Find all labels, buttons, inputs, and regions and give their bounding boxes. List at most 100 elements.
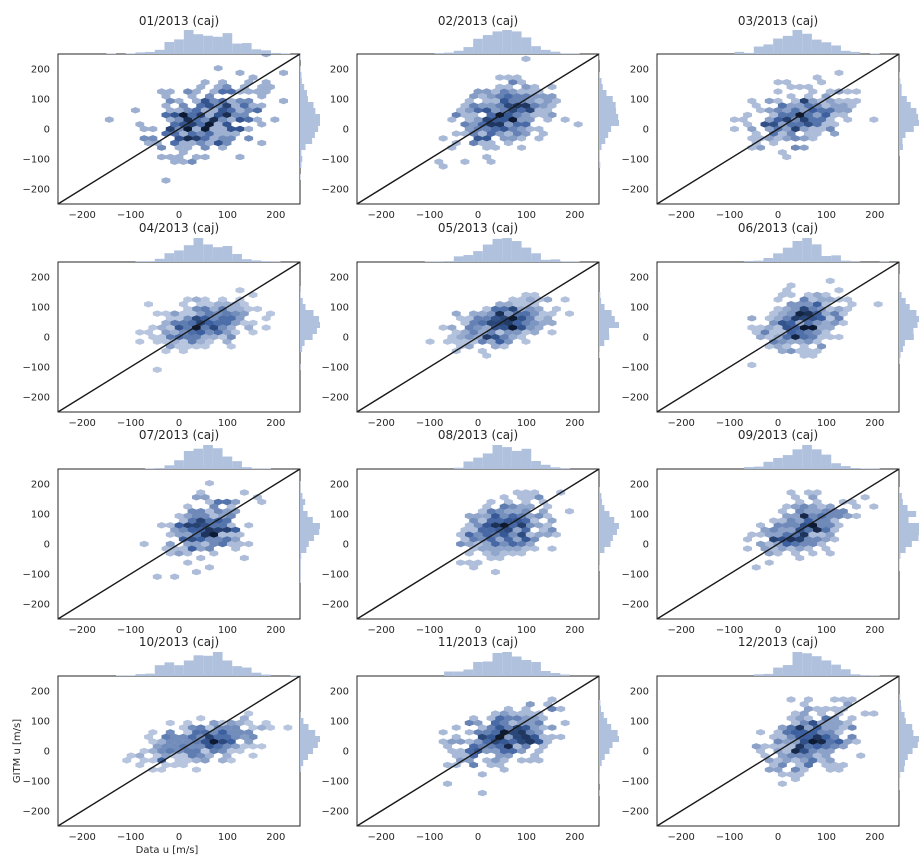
hexbin-cell	[222, 338, 232, 345]
hexbin-cell	[547, 83, 557, 91]
hexbin-cell	[777, 545, 787, 552]
hexbin-cell	[469, 715, 479, 722]
hexbin-cell	[477, 733, 487, 741]
marginal-bar	[899, 523, 919, 529]
hexbin-cell	[525, 97, 535, 105]
marginal-bar	[599, 340, 605, 346]
hexbin-cell	[786, 93, 796, 100]
marginal-bar	[300, 511, 308, 517]
hexbin-cell	[469, 536, 479, 543]
hexbin-cell	[491, 88, 500, 95]
hexbin-cell	[477, 508, 487, 515]
marginal-bar	[899, 286, 900, 292]
hexbin-cell	[769, 310, 779, 317]
marginal-bar	[599, 523, 619, 529]
hexbin-cell	[804, 338, 813, 345]
hexbin-cell	[148, 125, 158, 133]
y-tick-label: 100	[630, 303, 649, 314]
reference-line	[357, 676, 599, 826]
hexbin-cell	[804, 705, 813, 713]
marginal-bar	[521, 660, 532, 676]
marginal-bar	[154, 665, 165, 676]
hexbin-cell	[738, 116, 748, 123]
hexbin-cell	[830, 111, 840, 119]
marginal-bar	[599, 754, 605, 760]
hexbin-cell	[499, 766, 509, 773]
marginal-bar	[899, 72, 900, 78]
hexbin-cell	[804, 93, 813, 100]
hexbin-cell	[804, 310, 813, 317]
hexbin-cell	[538, 724, 548, 731]
marginal-bar	[599, 114, 619, 120]
marginal-bar	[840, 466, 851, 469]
marginal-bar	[300, 120, 320, 126]
hexbin-cell	[226, 315, 236, 322]
hexbin-cell	[192, 107, 201, 114]
hexbin-cell	[235, 125, 245, 133]
hexbin-cell	[205, 743, 214, 750]
hexbin-cell	[196, 130, 206, 137]
hexbin-cell	[443, 338, 452, 345]
hexbin-cell	[178, 319, 188, 327]
marginal-right	[300, 54, 320, 180]
marginal-top	[734, 30, 880, 54]
hexbin-cell	[512, 715, 522, 722]
hexbin-cell	[183, 333, 193, 341]
x-tick-label: −100	[117, 832, 144, 843]
hexbin-cell	[786, 310, 796, 317]
hexbin-cell	[122, 757, 132, 764]
hexbin-cell	[152, 338, 162, 345]
x-tick-label: −200	[68, 832, 95, 843]
marginal-bar	[599, 120, 619, 126]
hexbin-cell	[825, 116, 835, 123]
hexbin-cell	[148, 135, 158, 142]
hexbin-cell	[174, 343, 184, 350]
hexbin-cell	[525, 738, 535, 745]
hexbin-cell	[773, 296, 783, 303]
hexbin-cell	[804, 83, 813, 91]
x-tick-label: −200	[367, 625, 394, 636]
hexbin-cell	[135, 329, 145, 336]
marginal-bar	[599, 162, 601, 168]
panel-title: 07/2013 (caj)	[139, 428, 219, 442]
hexbin-cell	[751, 329, 761, 336]
marginal-bar	[899, 126, 914, 132]
hexbin-cell	[860, 494, 870, 501]
hexbin-cell	[469, 102, 479, 109]
hexbin-cell	[482, 512, 492, 520]
marginal-bar	[599, 96, 613, 102]
hexbin-cell	[165, 315, 175, 322]
marginal-bar	[599, 328, 609, 334]
hexbin-cell	[178, 139, 188, 147]
hexbin-cell	[512, 536, 522, 543]
hexbin-cell	[486, 526, 496, 534]
hexbin-cell	[209, 512, 219, 520]
marginal-bar	[212, 448, 223, 469]
hexbin-cell	[521, 733, 531, 741]
hexbin-cell	[491, 738, 500, 745]
hexbin-cell	[460, 102, 470, 109]
hexbin-cell	[477, 93, 487, 100]
marginal-bar	[300, 748, 314, 754]
hexbin-cell	[183, 757, 193, 764]
marginal-bar	[899, 706, 902, 712]
reference-line	[357, 469, 599, 619]
hexbin-cell	[178, 724, 188, 731]
x-tick-label: −100	[117, 210, 144, 221]
marginal-bar	[550, 51, 561, 54]
hexbin-cell	[456, 343, 465, 350]
hexbin-cell	[825, 757, 835, 764]
marginal-bar	[300, 346, 303, 352]
hexbin-cell	[495, 301, 505, 308]
hexbin-cell	[782, 540, 792, 548]
hexbin-cell	[764, 343, 774, 350]
hexbin-cell	[165, 333, 175, 341]
hexbin-cell	[499, 333, 509, 341]
hexbin-cell	[495, 74, 505, 81]
hexbin-cell	[482, 522, 492, 529]
hexbin-cell	[253, 116, 262, 123]
hexbin-cell	[782, 747, 792, 755]
hexbin-cell	[547, 526, 557, 534]
hexbin-cell	[456, 757, 465, 764]
hexbin-cell	[869, 503, 879, 510]
